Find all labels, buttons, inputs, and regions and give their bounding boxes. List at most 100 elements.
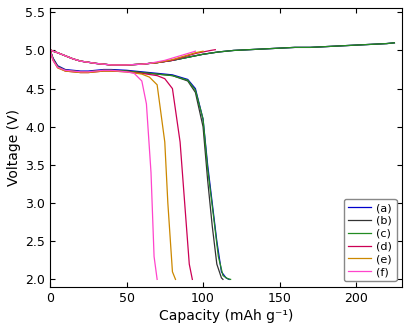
(c)	[262, 47, 267, 51]
(d)	[185, 54, 190, 58]
(c)	[170, 58, 175, 62]
(d)	[213, 48, 218, 52]
(b)	[292, 46, 297, 50]
(f)	[47, 48, 52, 52]
(a)	[216, 50, 221, 54]
(b)	[47, 48, 52, 52]
(c)	[55, 51, 60, 55]
(e)	[155, 61, 160, 65]
(b)	[93, 61, 98, 65]
(c)	[78, 59, 83, 63]
(a)	[277, 46, 282, 50]
(b)	[231, 49, 236, 52]
(e)	[162, 59, 167, 63]
(a)	[323, 45, 328, 49]
(c)	[277, 46, 282, 50]
(e)	[51, 49, 56, 53]
(a)	[308, 46, 312, 50]
(b)	[200, 52, 205, 56]
(d)	[93, 61, 98, 65]
(e)	[185, 53, 190, 57]
(d)	[178, 56, 182, 60]
(d)	[78, 59, 83, 63]
(c)	[47, 48, 52, 52]
(f)	[51, 49, 56, 53]
(f)	[109, 63, 114, 67]
(c)	[354, 43, 359, 47]
Line: (d): (d)	[50, 50, 215, 65]
(c)	[93, 61, 98, 65]
(e)	[78, 59, 83, 63]
(c)	[139, 62, 144, 66]
(f)	[70, 57, 75, 61]
(b)	[124, 63, 129, 67]
(b)	[55, 51, 60, 55]
(b)	[139, 62, 144, 66]
(a)	[51, 49, 56, 53]
(b)	[384, 42, 389, 46]
(b)	[216, 50, 221, 54]
(a)	[170, 58, 175, 62]
(f)	[78, 59, 83, 63]
(c)	[292, 46, 297, 50]
(a)	[384, 42, 389, 46]
(d)	[63, 54, 68, 58]
(f)	[63, 54, 68, 58]
(b)	[308, 46, 312, 50]
Line: (b): (b)	[50, 43, 394, 65]
(a)	[185, 55, 190, 59]
(f)	[55, 51, 60, 55]
(f)	[193, 49, 198, 53]
(f)	[93, 61, 98, 65]
(f)	[178, 54, 182, 58]
(e)	[63, 54, 68, 58]
(a)	[55, 51, 60, 55]
(a)	[338, 44, 343, 48]
(c)	[200, 52, 205, 56]
(e)	[193, 51, 198, 55]
(d)	[139, 62, 144, 66]
(b)	[109, 63, 114, 67]
(b)	[262, 47, 267, 51]
(e)	[200, 49, 205, 53]
(c)	[384, 42, 389, 46]
(a)	[155, 61, 160, 65]
(e)	[124, 63, 129, 67]
(b)	[277, 46, 282, 50]
(e)	[139, 62, 144, 66]
(a)	[231, 49, 236, 52]
(e)	[109, 63, 114, 67]
(c)	[109, 63, 114, 67]
(f)	[170, 56, 175, 60]
(f)	[147, 61, 152, 65]
(c)	[247, 48, 252, 52]
(e)	[178, 55, 182, 59]
(a)	[47, 48, 52, 52]
(f)	[185, 51, 190, 55]
(b)	[155, 61, 160, 65]
(c)	[323, 45, 328, 49]
(b)	[78, 59, 83, 63]
Y-axis label: Voltage (V): Voltage (V)	[7, 109, 21, 186]
(a)	[369, 42, 374, 46]
(d)	[51, 49, 56, 53]
(b)	[392, 41, 397, 45]
(a)	[124, 63, 129, 67]
(f)	[124, 63, 129, 67]
(a)	[247, 48, 252, 52]
Line: (f): (f)	[50, 50, 196, 65]
(d)	[200, 50, 205, 54]
(c)	[63, 54, 68, 58]
(d)	[70, 57, 75, 61]
(e)	[55, 51, 60, 55]
(b)	[354, 43, 359, 47]
(f)	[155, 60, 160, 64]
(d)	[109, 63, 114, 67]
(c)	[70, 57, 75, 61]
(e)	[170, 58, 175, 62]
(b)	[369, 42, 374, 46]
(c)	[231, 49, 236, 52]
(c)	[392, 41, 397, 45]
(b)	[338, 44, 343, 48]
(b)	[51, 49, 56, 53]
